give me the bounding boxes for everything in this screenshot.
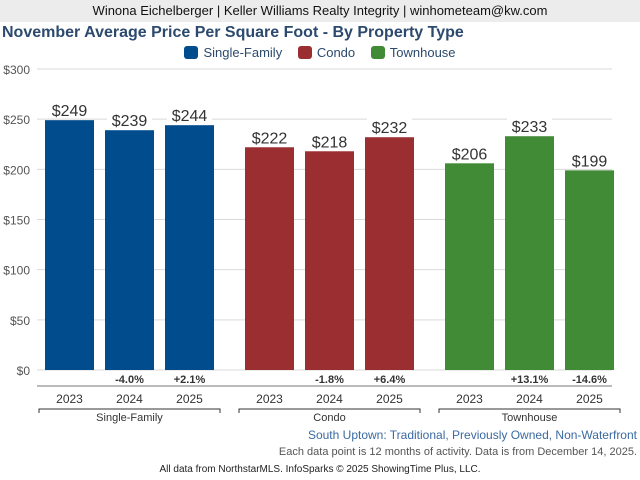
- group-bracket: [438, 408, 621, 413]
- change-label: -1.8%: [315, 374, 344, 386]
- change-label: +6.4%: [374, 374, 406, 386]
- data-label-bg: [247, 127, 292, 146]
- bar: [165, 125, 214, 370]
- data-label: $232: [372, 120, 408, 137]
- bar: [445, 163, 494, 370]
- data-label-bg: [447, 143, 492, 162]
- group-label: Condo: [313, 412, 345, 424]
- y-tick-label: $100: [3, 264, 30, 278]
- x-tick-label: 2025: [376, 392, 403, 406]
- data-label: $244: [172, 108, 208, 125]
- change-label: -14.6%: [572, 374, 607, 386]
- bar: [245, 147, 294, 370]
- y-tick-label: $200: [3, 163, 30, 177]
- data-label-bg: [107, 110, 152, 129]
- bar-chart: $0 $50 $100 $150 $200 $250 $300 $249 2023 $239 -4.…: [3, 63, 621, 424]
- data-label-bg: [47, 100, 92, 119]
- group-bracket: [238, 408, 421, 413]
- bar: [505, 136, 554, 370]
- bar: [365, 137, 414, 370]
- data-label: $218: [312, 134, 348, 151]
- data-label-bg: [507, 116, 552, 135]
- legend-swatch: [370, 46, 385, 59]
- data-label: $239: [112, 113, 148, 130]
- x-tick-label: 2024: [116, 392, 143, 406]
- legend-swatch: [297, 46, 312, 59]
- data-note: Each data point is 12 months of activity…: [278, 446, 637, 458]
- data-label-bg: [567, 150, 612, 169]
- legend-item-single-family[interactable]: Single-Family: [184, 45, 282, 60]
- x-tick-label: 2025: [576, 392, 603, 406]
- y-tick-label: $250: [3, 113, 30, 127]
- x-tick-label: 2025: [176, 392, 203, 406]
- data-label: $233: [512, 119, 548, 136]
- x-tick-label: 2024: [516, 392, 543, 406]
- chart-legend: Single-Family Condo Townhouse: [0, 45, 640, 60]
- group-label: Single-Family: [96, 412, 163, 424]
- data-label: $249: [52, 103, 88, 120]
- y-tick-label: $150: [3, 214, 30, 228]
- x-tick-label: 2023: [456, 392, 483, 406]
- legend-label: Condo: [316, 45, 356, 60]
- data-label-bg: [367, 117, 412, 136]
- area-subtitle: South Uptown: Traditional, Previously Ow…: [307, 428, 637, 442]
- bar: [105, 130, 154, 370]
- data-label-bg: [167, 105, 212, 124]
- change-label: +2.1%: [174, 374, 206, 386]
- legend-label: Single-Family: [203, 45, 283, 60]
- x-tick-label: 2024: [316, 392, 343, 406]
- legend-item-condo[interactable]: Condo: [297, 45, 356, 60]
- bar: [45, 120, 94, 370]
- data-label: $222: [252, 130, 288, 147]
- x-tick-label: 2023: [256, 392, 283, 406]
- group-bracket: [38, 408, 221, 413]
- change-label: +13.1%: [511, 374, 549, 386]
- bar: [305, 151, 354, 370]
- legend-swatch: [184, 46, 199, 59]
- change-label: -4.0%: [115, 374, 144, 386]
- legend-item-townhouse[interactable]: Townhouse: [370, 45, 456, 60]
- y-tick-label: $300: [3, 63, 30, 77]
- bar: [565, 170, 614, 370]
- group-label: Townhouse: [502, 412, 558, 424]
- data-label: $206: [452, 146, 488, 163]
- data-label-bg: [307, 131, 352, 150]
- y-tick-label: $0: [17, 364, 31, 378]
- legend-label: Townhouse: [389, 45, 456, 60]
- credit-line: All data from NorthstarMLS. InfoSparks ©…: [159, 464, 481, 475]
- x-tick-label: 2023: [56, 392, 83, 406]
- y-tick-label: $50: [10, 314, 30, 328]
- chart-title: November Average Price Per Square Foot -…: [2, 24, 464, 41]
- data-label: $199: [572, 153, 608, 170]
- agent-header: Winona Eichelberger | Keller Williams Re…: [0, 0, 640, 22]
